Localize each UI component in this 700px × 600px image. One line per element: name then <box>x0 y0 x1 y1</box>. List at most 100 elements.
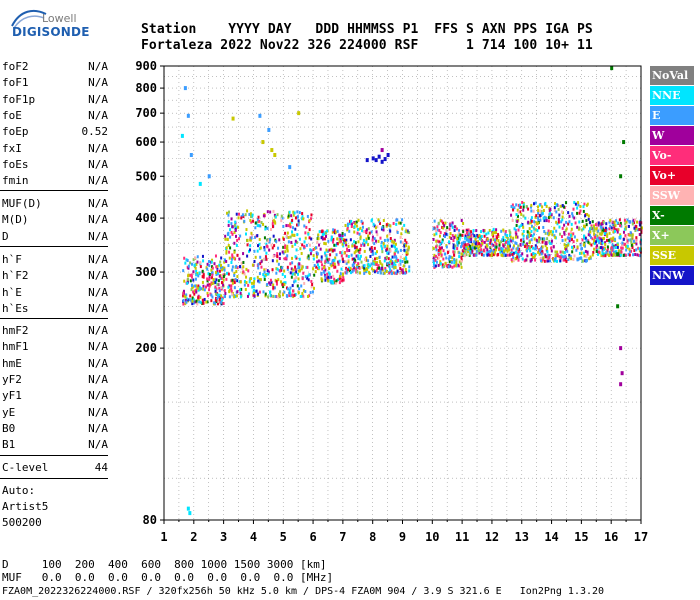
trace-point <box>346 224 349 228</box>
legend-item-e: E <box>650 106 694 125</box>
trace-point <box>349 238 352 242</box>
trace-point <box>594 223 597 227</box>
trace-point <box>630 249 633 253</box>
trace-point <box>638 220 641 224</box>
trace-point <box>340 239 343 243</box>
trace-point <box>614 224 617 228</box>
param-foes: foEs N/A <box>2 158 108 172</box>
trace-point <box>504 232 507 236</box>
trace-point <box>602 252 605 256</box>
param-name: foF1 <box>2 76 29 90</box>
param-value: N/A <box>88 197 108 210</box>
trace-point <box>191 262 194 266</box>
trace-point <box>634 252 637 256</box>
param-hes: h`Es N/A <box>2 302 108 316</box>
trace-point <box>211 266 214 270</box>
param-foe: foE N/A <box>2 109 108 123</box>
trace-point <box>612 236 615 240</box>
trace-point <box>345 238 348 242</box>
trace-point <box>351 270 354 274</box>
trace-point <box>567 257 570 261</box>
trace-point <box>535 214 538 218</box>
trace-point <box>330 238 333 242</box>
trace-point <box>453 258 456 262</box>
trace-point <box>629 231 632 235</box>
param-value: N/A <box>88 356 108 370</box>
trace-point <box>491 250 494 254</box>
trace-point <box>299 247 302 251</box>
trace-point <box>272 234 275 238</box>
trace-point <box>329 253 332 257</box>
trace-point <box>370 246 373 250</box>
trace-point <box>264 268 267 272</box>
trace-point <box>515 213 518 217</box>
trace-point <box>359 235 362 239</box>
trace-point <box>189 294 192 298</box>
trace-point <box>340 251 343 255</box>
trace-point <box>434 254 437 258</box>
trace-point <box>214 292 217 296</box>
trace-point <box>264 255 267 259</box>
trace-point <box>382 245 385 249</box>
trace-point <box>615 250 618 254</box>
trace-point <box>510 205 513 209</box>
trace-point <box>518 205 521 209</box>
trace-point <box>289 235 292 239</box>
trace-point <box>552 230 555 234</box>
trace-point <box>370 262 373 266</box>
trace-point <box>491 233 494 237</box>
trace-point <box>197 274 200 278</box>
trace-point <box>327 260 330 264</box>
trace-point <box>408 230 411 234</box>
trace-point <box>191 299 194 303</box>
trace-point <box>249 218 252 222</box>
data-point <box>380 148 384 153</box>
trace-point <box>231 278 234 282</box>
trace-point <box>199 300 202 304</box>
trace-point <box>357 254 360 258</box>
trace-point <box>294 239 297 243</box>
trace-point <box>506 248 509 252</box>
trace-point <box>399 266 402 270</box>
trace-point <box>218 297 221 301</box>
trace-point <box>220 268 223 272</box>
trace-point <box>392 241 395 245</box>
trace-point <box>342 244 345 248</box>
trace-point <box>638 249 641 253</box>
trace-point <box>544 244 547 248</box>
trace-point <box>369 247 372 251</box>
trace-point <box>631 222 634 226</box>
trace-point <box>522 205 525 209</box>
trace-point <box>301 243 304 247</box>
trace-point <box>254 221 257 225</box>
trace-point <box>317 237 320 241</box>
trace-point <box>453 261 456 265</box>
trace-point <box>433 264 436 268</box>
trace-point <box>309 252 312 256</box>
trace-point <box>529 245 532 249</box>
panel-divider <box>0 478 108 479</box>
trace-point <box>390 269 393 273</box>
trace-point <box>188 298 191 302</box>
trace-point <box>360 260 363 264</box>
trace-point <box>549 211 552 215</box>
trace-point <box>552 216 555 220</box>
trace-point <box>250 231 253 235</box>
trace-point <box>512 208 515 212</box>
trace-point <box>522 229 525 233</box>
trace-point <box>227 220 230 224</box>
trace-point <box>269 238 272 242</box>
trace-point <box>223 273 226 277</box>
trace-point <box>382 218 385 222</box>
trace-point <box>392 265 395 269</box>
trace-point <box>320 271 323 275</box>
trace-point <box>471 246 474 250</box>
trace-point <box>192 298 195 302</box>
param-name: hmF1 <box>2 340 29 354</box>
trace-point <box>601 222 604 226</box>
trace-point <box>269 293 272 297</box>
trace-point <box>555 204 558 208</box>
trace-point <box>245 281 248 285</box>
x-tick-label: 10 <box>425 530 439 544</box>
trace-point <box>263 248 266 252</box>
